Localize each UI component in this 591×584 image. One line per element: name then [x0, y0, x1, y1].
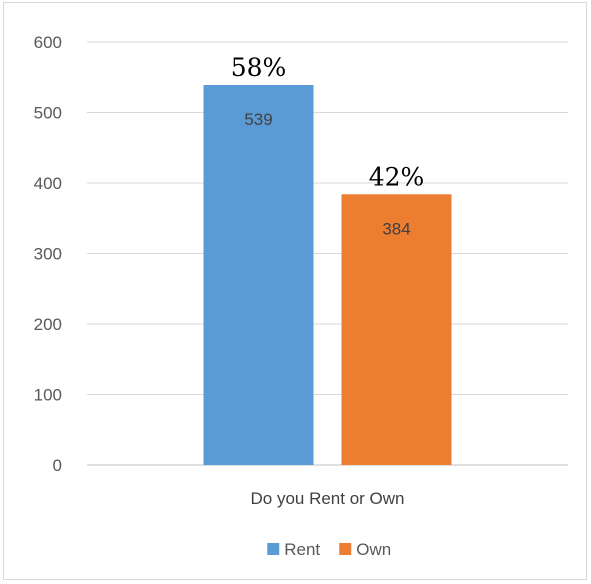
y-tick-label: 200	[34, 315, 62, 334]
percent-annotation-own: 42%	[369, 162, 425, 191]
data-label-rent: 539	[244, 110, 272, 129]
y-tick-label: 600	[34, 33, 62, 52]
legend-swatch-rent	[267, 543, 280, 555]
y-tick-label: 100	[34, 386, 62, 405]
y-tick-label: 0	[53, 456, 62, 475]
y-tick-label: 300	[34, 245, 62, 264]
x-category-label: Do you Rent or Own	[250, 489, 404, 508]
bar-rent	[203, 85, 314, 465]
legend-swatch-own	[339, 543, 352, 555]
legend-label-own: Own	[356, 540, 391, 559]
bar-own	[341, 194, 452, 465]
legend-label-rent: Rent	[284, 540, 320, 559]
y-tick-label: 500	[34, 104, 62, 123]
y-tick-label: 400	[34, 174, 62, 193]
data-label-own: 384	[382, 219, 410, 238]
percent-annotation-rent: 58%	[231, 53, 287, 82]
